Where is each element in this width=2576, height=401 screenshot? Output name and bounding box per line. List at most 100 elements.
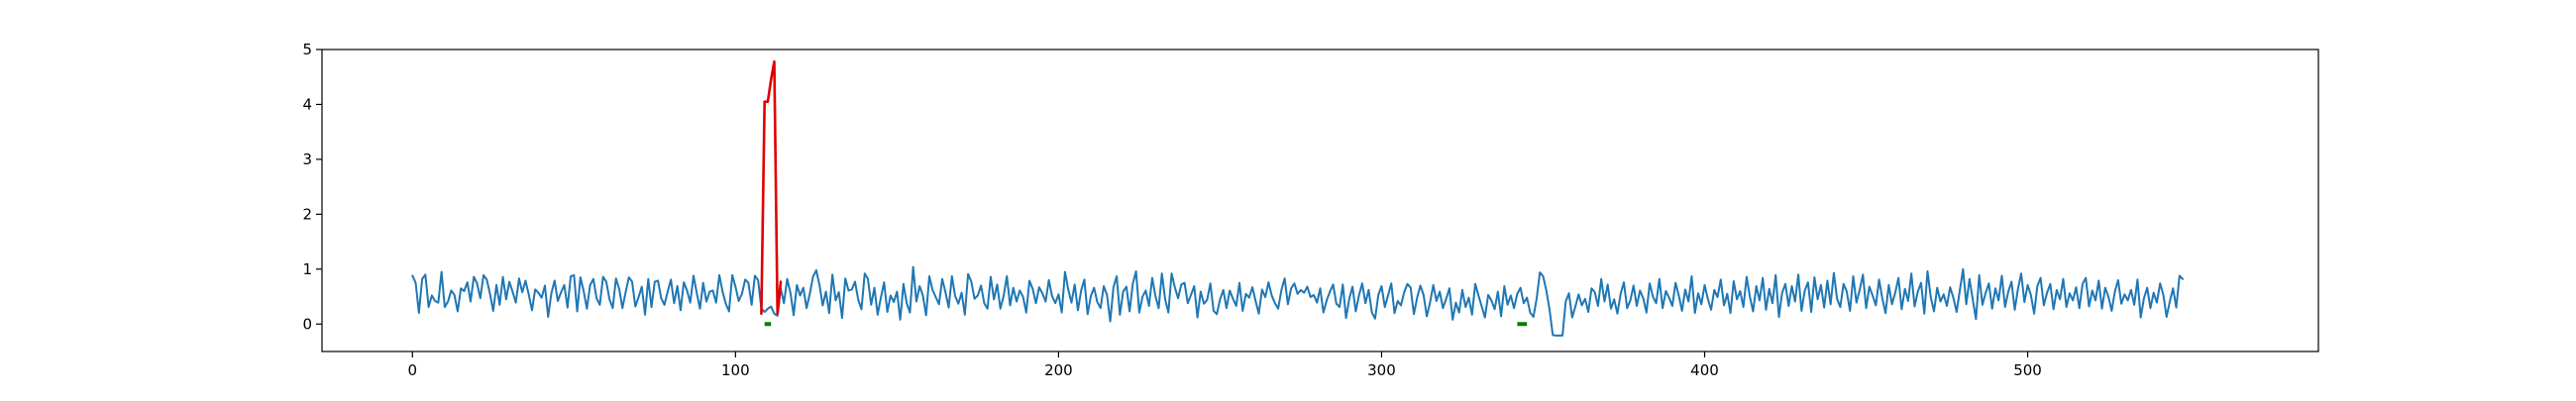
data-point	[1181, 284, 1182, 285]
data-point	[1610, 308, 1611, 309]
data-point	[961, 292, 962, 293]
data-point	[761, 313, 762, 314]
data-point	[638, 297, 639, 298]
data-point	[2124, 294, 2125, 295]
data-point	[1791, 285, 1792, 286]
data-point	[787, 278, 788, 279]
data-point	[1663, 308, 1664, 309]
data-point	[735, 286, 736, 287]
data-point	[1517, 324, 1518, 325]
data-point	[764, 311, 765, 312]
data-point	[984, 303, 985, 304]
data-point	[2134, 304, 2135, 305]
data-point	[968, 273, 969, 274]
data-point	[867, 278, 868, 279]
data-point	[1833, 272, 1834, 273]
plot-frame	[321, 49, 2319, 352]
data-point	[2079, 308, 2080, 309]
data-point	[1976, 319, 1977, 320]
data-point	[1950, 287, 1951, 288]
data-point	[1452, 319, 1453, 320]
data-point	[1051, 295, 1052, 296]
data-point	[1394, 313, 1395, 314]
data-point	[1966, 304, 1967, 305]
data-point	[1397, 300, 1398, 301]
data-point	[1507, 304, 1508, 305]
data-point	[1866, 308, 1867, 309]
data-point	[764, 324, 765, 325]
data-point	[990, 276, 991, 277]
data-point	[489, 293, 490, 294]
data-point	[467, 282, 468, 283]
data-point	[1074, 284, 1075, 285]
data-point	[1233, 298, 1234, 299]
data-point	[1055, 303, 1056, 304]
data-point	[1135, 270, 1136, 271]
data-point	[1571, 317, 1572, 318]
data-point	[1461, 289, 1462, 290]
data-point	[505, 299, 506, 300]
data-point	[592, 278, 593, 279]
data-point	[1869, 286, 1870, 287]
data-point	[2089, 306, 2090, 307]
data-point	[535, 289, 536, 290]
data-point	[907, 303, 908, 304]
data-point	[1714, 289, 1715, 290]
data-point	[754, 275, 755, 276]
data-point	[1737, 299, 1738, 300]
data-point	[1530, 312, 1531, 313]
y-tick-label: 5	[302, 41, 312, 58]
data-point	[1374, 318, 1375, 319]
data-point	[690, 302, 691, 303]
data-point	[448, 301, 449, 302]
data-point	[625, 292, 626, 293]
data-point	[564, 284, 565, 285]
data-point	[1129, 311, 1130, 312]
data-point	[2069, 293, 2070, 294]
data-point	[1339, 306, 1340, 307]
data-point	[958, 303, 959, 304]
data-point	[644, 314, 645, 315]
data-point	[1342, 284, 1343, 285]
data-point	[774, 313, 775, 314]
data-point	[499, 304, 500, 305]
data-point	[1230, 290, 1231, 291]
data-point	[651, 306, 652, 307]
data-point	[1991, 308, 1992, 309]
data-point	[718, 274, 719, 275]
data-point	[570, 275, 571, 276]
data-point	[1763, 277, 1764, 278]
data-point	[1155, 295, 1156, 296]
data-point	[693, 275, 694, 276]
data-point	[1797, 274, 1798, 275]
data-point	[977, 295, 978, 296]
data-point	[964, 314, 965, 315]
data-point	[1245, 293, 1246, 294]
data-point	[1348, 298, 1349, 299]
data-point	[951, 275, 952, 276]
data-point	[1504, 285, 1505, 286]
data-point	[1313, 294, 1314, 295]
data-point	[574, 274, 575, 275]
data-point	[1824, 307, 1825, 308]
data-point	[1145, 290, 1146, 291]
data-point	[515, 302, 516, 303]
data-point	[1820, 284, 1821, 285]
data-point	[897, 291, 898, 292]
data-point	[1291, 288, 1292, 289]
data-point	[1064, 271, 1065, 272]
data-point	[1381, 285, 1382, 286]
data-point	[518, 278, 519, 279]
data-point	[1278, 308, 1279, 309]
data-point	[661, 298, 662, 299]
data-point	[848, 290, 849, 291]
data-point	[2024, 301, 2025, 302]
data-point	[2001, 275, 2002, 276]
data-point	[2063, 278, 2064, 279]
data-point	[1607, 284, 1608, 285]
data-point	[477, 283, 478, 284]
data-point	[715, 302, 716, 303]
data-point	[1200, 291, 1201, 292]
data-point	[1500, 316, 1501, 317]
